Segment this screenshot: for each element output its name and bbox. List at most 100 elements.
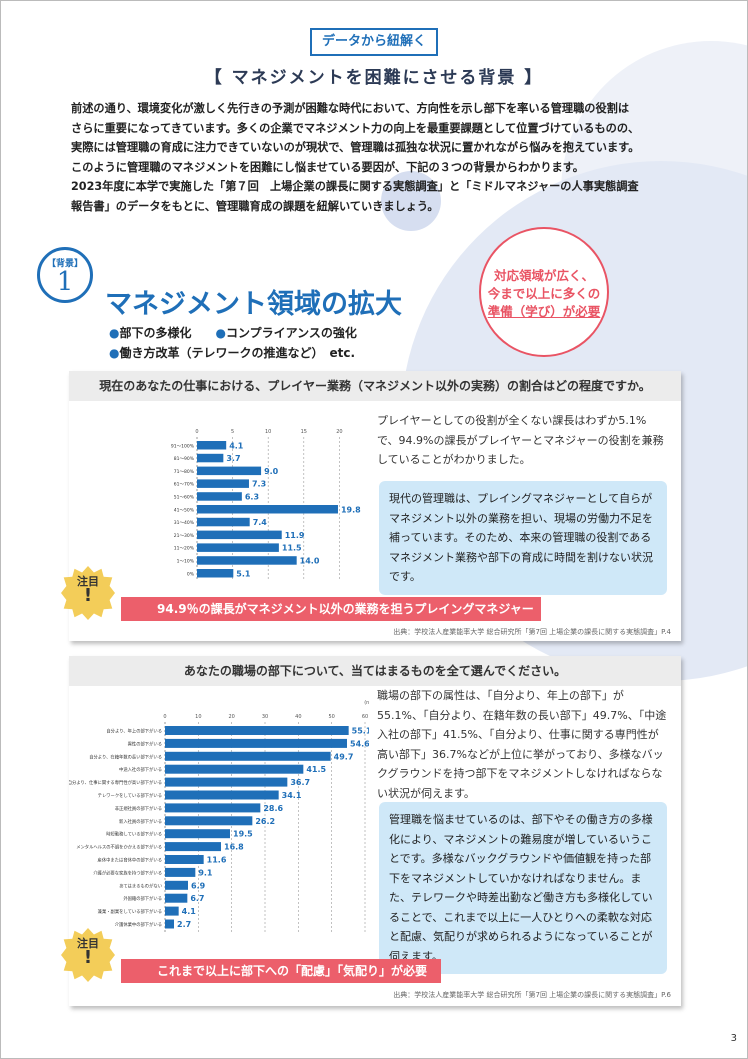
intro-line: 報告書」のデータをもとに、管理職育成の課題を紐解いていきましょう。 xyxy=(71,199,439,213)
bar xyxy=(197,569,234,578)
tick-label: 15 xyxy=(301,429,307,435)
category-label: 自分より、在籍年数の長い部下がいる xyxy=(89,753,162,760)
finding-text: 職場の部下の属性は、「自分より、年上の部下」が55.1%、「自分より、在籍年数の… xyxy=(377,689,667,800)
bar xyxy=(165,880,188,890)
attention-badge: 注目! xyxy=(61,928,115,982)
insight-box: 管理職を悩ませているのは、部下やその働き方の多様化により、マネジメントの難易度が… xyxy=(379,802,667,974)
category-label: 51〜60% xyxy=(174,494,195,500)
category-label: 0% xyxy=(187,571,195,577)
category-label: 介護休業中の部下がいる xyxy=(115,921,162,928)
bullet-dot: ● xyxy=(109,346,120,360)
data-label: 49.7 xyxy=(334,752,354,761)
data-label: 6.3 xyxy=(245,492,259,501)
data-label: 11.9 xyxy=(285,531,305,540)
tick-label: 20 xyxy=(228,714,234,720)
background-badge: 【背景】 1 xyxy=(37,247,93,303)
data-label: 9.1 xyxy=(198,868,213,877)
data-label: 7.3 xyxy=(252,480,266,489)
survey-question: 現在のあなたの仕事における、プレイヤー業務（マネジメント以外の実務）の割合はどの… xyxy=(69,371,681,401)
callout-line: 準備（学び）が必要 xyxy=(487,304,601,319)
tick-label: 5 xyxy=(231,429,234,435)
tick-label: 40 xyxy=(295,714,301,720)
category-label: 81〜90% xyxy=(174,456,195,462)
bar-chart-subordinates: (n=809)(%)0102030405060自分より、年上の部下がいる55.1… xyxy=(69,700,369,933)
bar xyxy=(165,764,304,774)
data-label: 54.6 xyxy=(350,739,369,748)
tick-label: 0 xyxy=(163,714,166,720)
category-label: 兼業・副業をしている部下がいる xyxy=(98,908,162,915)
bar xyxy=(197,441,227,450)
data-label: 3.7 xyxy=(226,454,240,463)
bullet-dot: ● xyxy=(109,326,120,340)
intro-line: 実際には管理職の育成に注力できていないのが現状で、管理職は孤独な状況に置かれなが… xyxy=(71,141,640,154)
data-label: 4.1 xyxy=(182,907,197,916)
badge-number: 1 xyxy=(56,267,74,297)
bar xyxy=(165,803,261,813)
category-label: 1〜10% xyxy=(177,558,195,564)
data-label: 14.0 xyxy=(300,556,320,565)
bar xyxy=(165,738,347,748)
tick-label: 10 xyxy=(195,714,201,720)
bar xyxy=(197,466,262,476)
data-label: 9.0 xyxy=(264,467,279,476)
bar xyxy=(197,556,297,565)
bar-chart-player-ratio: (n=809)(%)051015202591〜100%4.181〜90%3.77… xyxy=(171,429,361,581)
data-label: 28.6 xyxy=(263,804,283,813)
section-tag: データから紐解く xyxy=(310,28,438,56)
category-label: 時短勤務している部下がいる xyxy=(106,831,162,838)
bullet-row: ●働き方改革（テレワークの推進など） etc. xyxy=(109,344,355,361)
bar xyxy=(165,855,204,864)
finding-text: プレイヤーとしての役割が全くない課長はわずか5.1%で、94.9%の課長がプレイ… xyxy=(377,414,664,466)
bar xyxy=(197,492,242,501)
callout-line: 対応領域が広く、 xyxy=(493,268,594,283)
exclamation-icon: ! xyxy=(83,947,93,968)
callout-circle: 対応領域が広く、 今まで以上に多くの 準備（学び）が必要 xyxy=(479,227,609,357)
data-label: 36.7 xyxy=(290,778,310,787)
attention-label: 注目 xyxy=(77,937,99,950)
bar xyxy=(165,726,349,735)
bar xyxy=(165,790,279,800)
category-label: 21〜30% xyxy=(174,533,195,539)
data-label: 6.9 xyxy=(191,881,206,890)
page-number: 3 xyxy=(730,1033,737,1044)
callout-line: 今まで以上に多くの xyxy=(487,286,601,301)
bar xyxy=(197,453,224,463)
tick-label: 60 xyxy=(362,714,368,720)
bar xyxy=(165,906,179,916)
category-label: 介護が必要な家族を持つ部下がいる xyxy=(93,869,162,876)
category-label: 自分より、仕事に関する専門性が高い部下がいる xyxy=(69,779,162,786)
intro-line: さらに重要になってきています。多くの企業でマネジメント力の向上を最重要課題として… xyxy=(71,121,640,135)
bar xyxy=(197,479,249,488)
intro-text: 前述の通り、環境変化が激しく先行きの予測が困難な時代において、方向性を示し部下を… xyxy=(71,99,691,216)
category-label: 異性の部下がいる xyxy=(128,740,162,747)
data-label: 4.1 xyxy=(229,441,244,450)
bar xyxy=(165,816,253,826)
bullet-text: 部下の多様化 xyxy=(119,326,192,340)
exclamation-icon: ! xyxy=(83,585,93,606)
data-label: 16.8 xyxy=(224,843,244,852)
category-label: 11〜20% xyxy=(174,546,195,552)
n-label: (n=809) xyxy=(364,700,369,706)
intro-line: このように管理職のマネジメントを困難にし悩ませている要因が、下記の３つの背景から… xyxy=(71,160,584,174)
bar xyxy=(197,543,279,552)
data-label: 19.8 xyxy=(341,505,361,514)
data-label: 19.5 xyxy=(233,830,253,839)
survey-question: あなたの職場の部下について、当てはまるものを全て選んでください。 xyxy=(69,656,681,686)
bar xyxy=(165,867,196,877)
bullet-dot: ● xyxy=(215,326,226,340)
source-note: 出典：学校法人産業能率大学 総合研究所「第7回 上場企業の課長に関する実態調査」… xyxy=(393,991,671,999)
data-label: 41.5 xyxy=(306,765,326,774)
category-label: 自分より、年上の部下がいる xyxy=(106,728,162,735)
tick-label: 0 xyxy=(195,429,198,435)
data-label: 26.2 xyxy=(255,817,275,826)
decor-circle xyxy=(381,171,441,231)
tick-label: 20 xyxy=(336,429,342,435)
data-label: 11.5 xyxy=(282,544,302,553)
data-label: 11.6 xyxy=(207,856,227,865)
category-label: 61〜70% xyxy=(174,482,195,488)
data-label: 5.1 xyxy=(236,569,251,578)
category-label: テレワークをしている部下がいる xyxy=(98,792,162,799)
survey-card-1: 現在のあなたの仕事における、プレイヤー業務（マネジメント以外の実務）の割合はどの… xyxy=(61,371,681,641)
bar xyxy=(197,505,338,514)
